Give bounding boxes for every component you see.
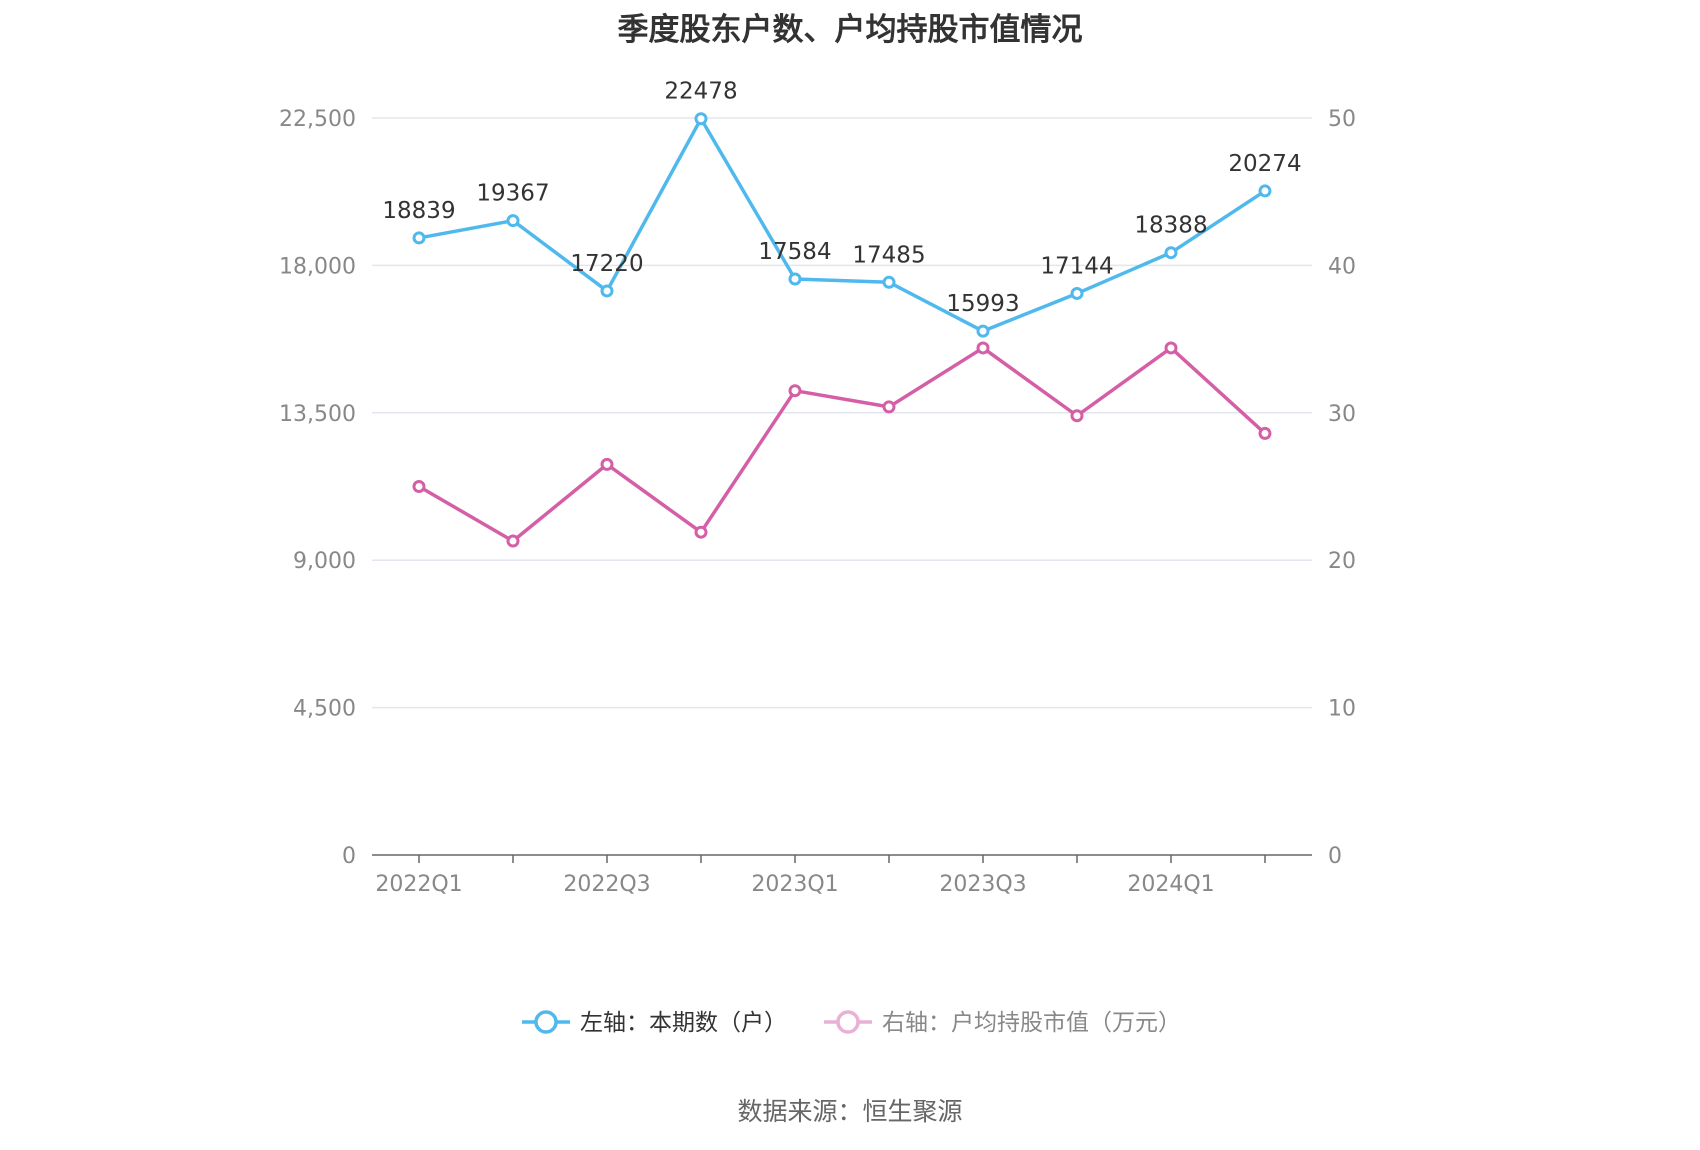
data-point-right[interactable] — [694, 525, 708, 539]
data-point-left[interactable] — [976, 324, 990, 338]
y-right-tick-label: 30 — [1328, 402, 1356, 427]
y-left-tick-label: 22,500 — [279, 107, 356, 132]
data-label: 18388 — [1134, 213, 1207, 239]
data-label: 17485 — [852, 242, 925, 268]
y-left-tick-label: 13,500 — [279, 402, 356, 427]
data-point-left[interactable] — [412, 231, 426, 245]
y-left-tick-label: 0 — [342, 844, 356, 869]
data-point-left[interactable] — [788, 272, 802, 286]
series-group — [412, 112, 1272, 548]
data-point-right[interactable] — [976, 341, 990, 355]
grid-lines — [372, 117, 1312, 709]
data-point-right[interactable] — [788, 384, 802, 398]
y-right-tick-label: 10 — [1328, 697, 1356, 722]
data-labels: 18839 19367 17220 22478 17584 17485 15993 17144… — [382, 79, 1301, 317]
data-point-left[interactable] — [1258, 184, 1272, 198]
data-point-right[interactable] — [1070, 409, 1084, 423]
y-right-tick-label: 20 — [1328, 549, 1356, 574]
data-point-right[interactable] — [412, 480, 426, 493]
x-tick-label: 2024Q1 — [1127, 872, 1214, 897]
data-label: 20274 — [1228, 151, 1301, 177]
data-point-left[interactable] — [1070, 286, 1084, 300]
y-right-tick-label: 40 — [1328, 254, 1356, 279]
data-point-right[interactable] — [1164, 341, 1178, 355]
y-left-tick-label: 18,000 — [279, 254, 356, 279]
data-point-left[interactable] — [882, 275, 896, 289]
legend-marker-circle[interactable] — [534, 1010, 558, 1034]
legend-marker-circle[interactable] — [836, 1010, 860, 1034]
data-point-right[interactable] — [506, 534, 520, 548]
y-right-tick-label: 0 — [1328, 844, 1342, 869]
y-left-tick-label: 9,000 — [293, 549, 356, 574]
data-label: 22478 — [664, 79, 737, 105]
legend: 左轴：本期数（户） 右轴：户均持股市值（万元） — [522, 1010, 1181, 1036]
data-label: 19367 — [476, 181, 549, 207]
data-label: 17144 — [1040, 253, 1113, 279]
data-point-left[interactable] — [600, 284, 614, 298]
data-label: 18839 — [382, 198, 455, 224]
series-line-right — [418, 346, 1267, 543]
chart-title: 季度股东户数、户均持股市值情况 — [617, 12, 1083, 48]
axes: 0 0 4,500 10 9,000 20 13,500 30 18,000 40 22,500 50… — [279, 107, 1356, 897]
x-tick-label: 2023Q3 — [939, 872, 1026, 897]
data-point-left[interactable] — [506, 214, 520, 228]
data-point-right[interactable] — [600, 457, 614, 471]
y-left-tick-label: 4,500 — [293, 697, 356, 722]
data-label: 17220 — [570, 251, 643, 277]
series-line-left — [418, 116, 1266, 333]
x-tick-label: 2022Q1 — [375, 872, 462, 897]
x-tick-label: 2023Q1 — [751, 872, 838, 897]
data-point-right[interactable] — [882, 400, 896, 414]
y-right-tick-label: 50 — [1328, 107, 1356, 132]
data-label: 17584 — [758, 239, 831, 265]
data-point-left[interactable] — [694, 112, 708, 126]
data-label: 15993 — [946, 291, 1019, 317]
data-point-left[interactable] — [1164, 246, 1178, 260]
x-tick-label: 2022Q3 — [563, 872, 650, 897]
data-point-right[interactable] — [1258, 426, 1272, 440]
data-source-note: 数据来源：恒生聚源 — [737, 1097, 963, 1126]
legend-item-label[interactable]: 左轴：本期数（户） — [580, 1010, 787, 1036]
legend-item-label[interactable]: 右轴：户均持股市值（万元） — [882, 1010, 1181, 1036]
